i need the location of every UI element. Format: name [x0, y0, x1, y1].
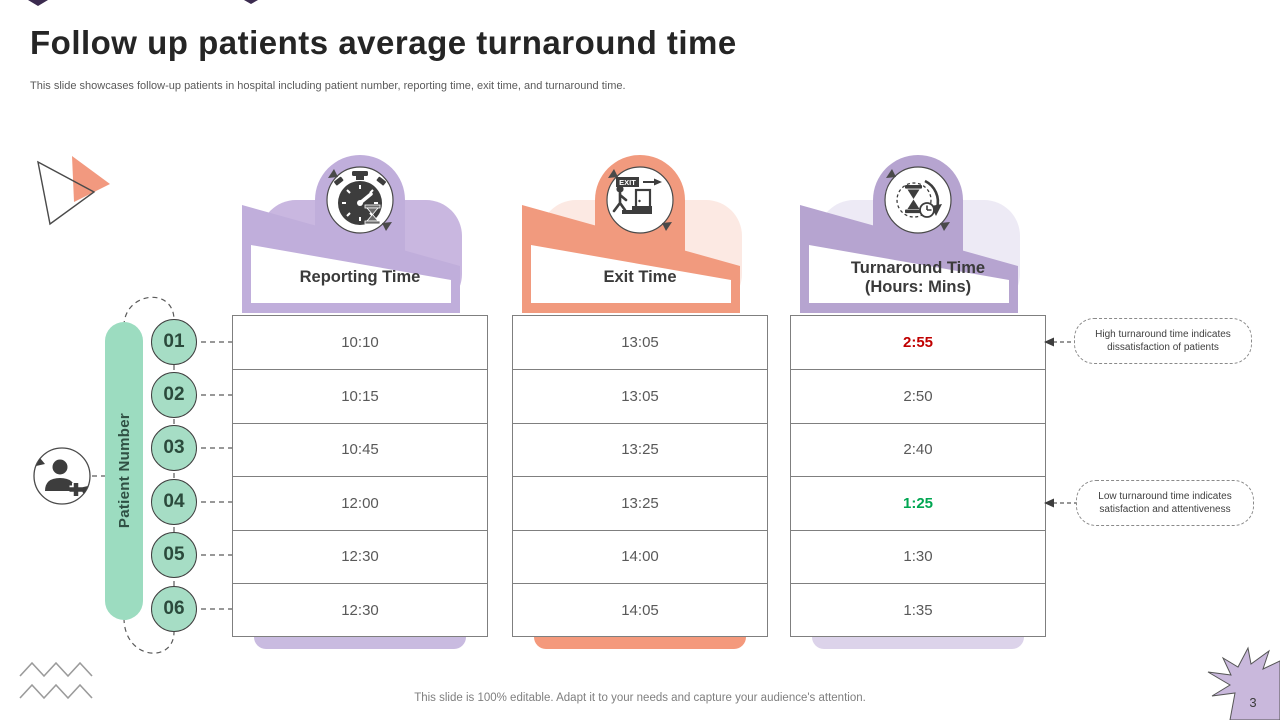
table-cell: 2:55 — [791, 316, 1045, 370]
outline-triangle-icon — [37, 160, 96, 226]
table-cell: 14:00 — [513, 529, 767, 583]
table-cell: 12:30 — [233, 529, 487, 583]
deco-triangles — [37, 156, 110, 226]
hourglass-cycle-icon — [896, 179, 942, 218]
table-cell: 1:35 — [791, 582, 1045, 637]
stopwatch-icon — [334, 171, 386, 225]
callout-low-turnaround: Low turnaround time indicates satisfacti… — [1076, 480, 1254, 526]
patient-number-badge: 02 — [151, 372, 197, 418]
hourglass-mini-icon — [364, 204, 381, 225]
column-header-label: Reporting Time — [248, 250, 472, 306]
callout-high-turnaround: High turnaround time indicates dissatisf… — [1074, 318, 1252, 364]
patient-number-badge: 06 — [151, 586, 197, 632]
patient-number-label: Patient Number — [115, 413, 133, 529]
page-number-starburst: 3 — [1207, 646, 1280, 720]
banner-inner — [251, 245, 451, 303]
column-header-reporting — [242, 155, 462, 313]
table-cell: 13:05 — [513, 316, 767, 370]
zigzag-line-icon — [19, 661, 93, 678]
exit-icon: EXIT — [612, 177, 662, 214]
patient-number-badge: 05 — [151, 532, 197, 578]
cycle-arrowhead-icon — [382, 222, 392, 231]
patient-number-badge: 03 — [151, 425, 197, 471]
column-header-label: Turnaround Time (Hours: Mins) — [806, 250, 1030, 306]
page-number: 3 — [1249, 695, 1256, 710]
cycle-arrowhead-icon — [886, 169, 896, 178]
column-header-turnaround — [800, 155, 1020, 313]
table-cell: 1:25 — [791, 476, 1045, 530]
cycle-arrowhead-icon — [36, 458, 45, 466]
table-cell: 13:25 — [513, 476, 767, 530]
callout-text: High turnaround time indicates — [1095, 328, 1231, 340]
turnaround-time-table: 2:55 2:50 2:40 1:25 1:30 1:35 — [790, 315, 1046, 638]
cycle-arrowhead-icon — [940, 222, 950, 231]
coral-triangle-icon — [72, 156, 110, 202]
callout-text: Low turnaround time indicates — [1098, 490, 1232, 502]
patient-number-bar: Patient Number — [105, 322, 143, 620]
arrow-left-icon — [1044, 498, 1054, 508]
add-user-icon — [33, 447, 91, 505]
column-header-exit: EXIT — [522, 155, 742, 313]
cycle-arrowhead-icon — [662, 222, 672, 231]
arrow-left-icon — [1044, 337, 1054, 347]
banner-inner — [809, 245, 1009, 303]
page-title: Follow up patients average turnaround ti… — [30, 24, 737, 61]
dashed-arc-bottom — [123, 617, 175, 654]
table-cell: 13:25 — [513, 422, 767, 477]
exit-sign-text: EXIT — [619, 178, 636, 187]
starburst-shape — [1207, 646, 1280, 720]
callout-text: dissatisfaction of patients — [1107, 342, 1219, 353]
table-cell: 14:05 — [513, 582, 767, 637]
reporting-time-table: 10:10 10:15 10:45 12:00 12:30 12:30 — [232, 315, 488, 638]
table-cell: 10:10 — [233, 316, 487, 370]
icon-ring — [884, 166, 952, 234]
exit-time-table: 13:05 13:05 13:25 13:25 14:00 14:05 — [512, 315, 768, 638]
column-header-line1: Turnaround Time — [850, 258, 986, 277]
cycle-arrowhead-icon — [328, 169, 338, 178]
cycle-arrowhead-icon — [608, 169, 618, 178]
zigzag-line-icon — [19, 683, 93, 700]
top-edge-triangles — [28, 0, 258, 6]
table-cell: 2:40 — [791, 422, 1045, 477]
column-header-line1: Exit Time — [603, 268, 677, 287]
zigzag-decoration — [19, 661, 93, 700]
footer-note: This slide is 100% editable. Adapt it to… — [414, 692, 866, 704]
table-cell: 12:00 — [233, 476, 487, 530]
page-subtitle: This slide showcases follow-up patients … — [30, 80, 626, 92]
table-cell: 1:30 — [791, 529, 1045, 583]
callout-arrow — [1044, 337, 1076, 347]
column-header-line1: Reporting Time — [299, 268, 421, 287]
table-cell: 13:05 — [513, 369, 767, 423]
table-cell: 2:50 — [791, 369, 1045, 423]
dashed-arc-top — [123, 296, 175, 327]
patient-number-badge: 01 — [151, 319, 197, 365]
banner-inner — [531, 245, 731, 303]
top-triangle-icon — [244, 0, 258, 4]
patient-number-badge: 04 — [151, 479, 197, 525]
table-cell: 12:30 — [233, 582, 487, 637]
table-cell: 10:15 — [233, 369, 487, 423]
callout-text: satisfaction and attentiveness — [1099, 504, 1231, 515]
column-header-label: Exit Time — [528, 250, 752, 306]
column-header-line2: (Hours: Mins) — [864, 278, 972, 296]
top-triangle-icon — [28, 0, 48, 6]
callout-arrow — [1044, 498, 1076, 508]
table-cell: 10:45 — [233, 422, 487, 477]
